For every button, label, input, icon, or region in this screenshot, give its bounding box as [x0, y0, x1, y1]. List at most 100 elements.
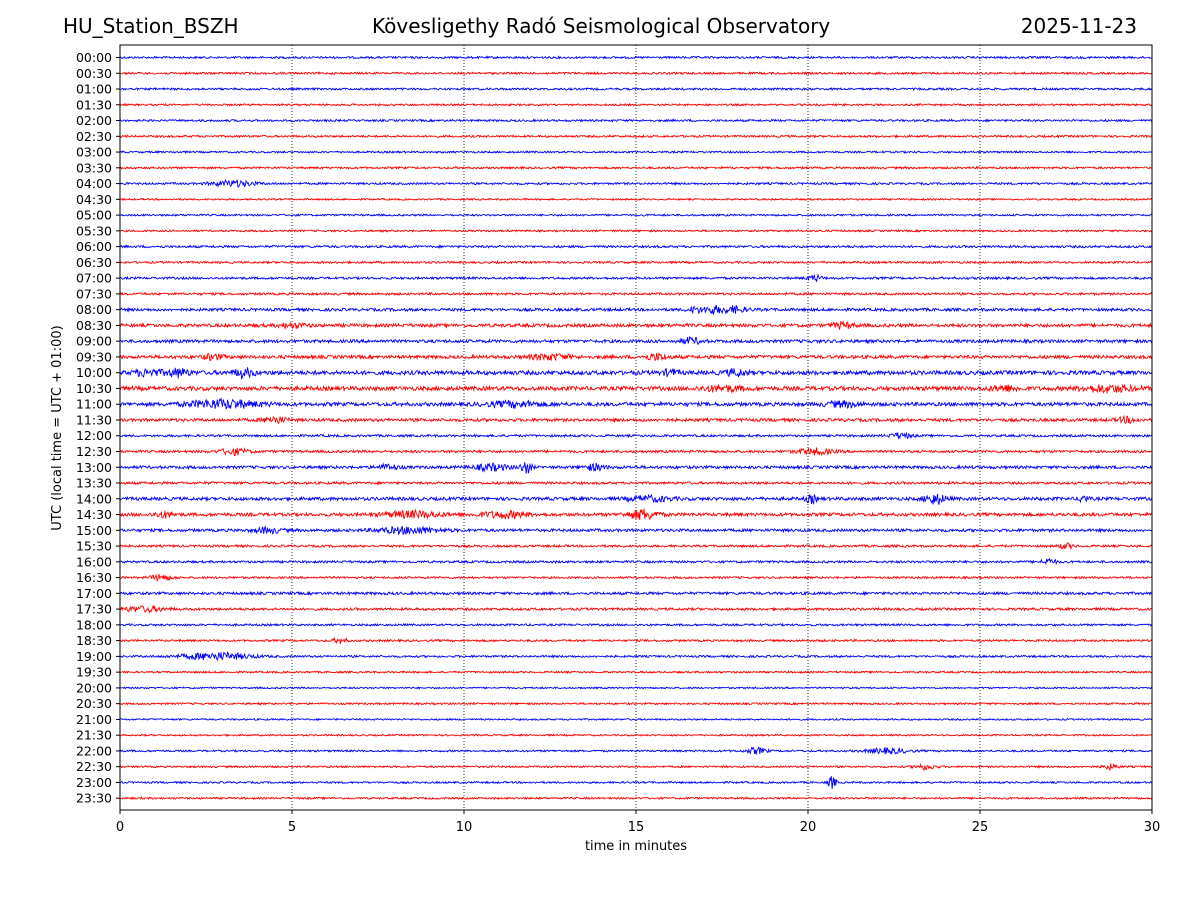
- trace-15:00: [119, 524, 1153, 536]
- trace-19:00: [119, 650, 1153, 662]
- y-tick-label: 05:30: [76, 223, 112, 238]
- trace-02:30: [119, 133, 1153, 139]
- trace-03:00: [119, 150, 1153, 155]
- trace-07:30: [119, 291, 1153, 297]
- trace-08:00: [119, 304, 1153, 316]
- trace-18:00: [119, 622, 1153, 628]
- trace-01:30: [119, 102, 1153, 107]
- y-tick-label: 08:00: [76, 302, 112, 317]
- trace-05:00: [119, 213, 1153, 218]
- y-axis-label: UTC (local time = UTC + 01:00): [50, 325, 65, 530]
- trace-20:30: [119, 701, 1153, 706]
- y-tick-label: 15:00: [76, 523, 112, 538]
- trace-00:30: [119, 71, 1153, 76]
- y-tick-label: 14:30: [76, 507, 112, 522]
- trace-06:30: [119, 260, 1153, 265]
- trace-22:00: [119, 746, 1153, 755]
- y-tick-label: 17:00: [76, 586, 112, 601]
- y-tick-label: 13:00: [76, 460, 112, 475]
- trace-02:00: [119, 118, 1153, 123]
- y-tick-label: 00:00: [76, 50, 112, 65]
- y-tick-label: 13:30: [76, 476, 112, 491]
- y-tick-label: 22:30: [76, 759, 112, 774]
- trace-23:00: [119, 776, 1153, 789]
- trace-10:30: [119, 383, 1153, 394]
- vertical-gridlines: [291, 45, 981, 810]
- y-tick-label: 03:00: [76, 145, 112, 160]
- x-tick-label-30: 30: [1144, 820, 1161, 835]
- y-tick-label: 03:30: [76, 160, 112, 175]
- trace-13:30: [119, 480, 1153, 486]
- y-tick-label: 04:00: [76, 176, 112, 191]
- y-tick-label: 00:30: [76, 66, 112, 81]
- y-tick-label: 01:30: [76, 97, 112, 112]
- y-tick-label: 18:30: [76, 633, 112, 648]
- y-tick-label: 07:30: [76, 286, 112, 301]
- y-tick-label: 12:30: [76, 444, 112, 459]
- y-tick-label: 08:30: [76, 318, 112, 333]
- trace-15:30: [119, 542, 1153, 550]
- y-tick-label: 07:00: [76, 271, 112, 286]
- trace-14:30: [119, 508, 1153, 520]
- trace-17:00: [119, 590, 1153, 597]
- chart-title: Kövesligethy Radó Seismological Observat…: [372, 14, 831, 38]
- x-axis: 0 5 10 15 20 25 30: [116, 810, 1160, 835]
- y-tick-label: 06:00: [76, 239, 112, 254]
- trace-11:30: [119, 414, 1153, 425]
- y-tick-label: 01:00: [76, 82, 112, 97]
- y-tick-label: 11:30: [76, 412, 112, 427]
- trace-18:30: [119, 636, 1153, 645]
- trace-21:30: [119, 733, 1153, 737]
- y-tick-label: 20:30: [76, 696, 112, 711]
- trace-06:00: [119, 244, 1153, 250]
- trace-09:00: [119, 335, 1153, 345]
- trace-12:00: [119, 431, 1153, 440]
- y-tick-label: 23:30: [76, 791, 112, 806]
- y-tick-label: 20:00: [76, 680, 112, 695]
- trace-13:00: [120, 461, 1153, 474]
- trace-21:00: [119, 717, 1153, 722]
- x-tick-label-20: 20: [800, 820, 817, 835]
- trace-20:00: [120, 686, 1153, 690]
- trace-23:30: [119, 796, 1153, 801]
- x-tick-label-10: 10: [456, 820, 473, 835]
- x-axis-label: time in minutes: [585, 839, 687, 854]
- chart-date: 2025-11-23: [1020, 14, 1137, 38]
- trace-12:30: [119, 447, 1153, 457]
- trace-04:30: [119, 197, 1153, 202]
- y-tick-label: 09:30: [76, 349, 112, 364]
- y-tick-label: 19:30: [76, 665, 112, 680]
- y-tick-label: 17:30: [76, 602, 112, 617]
- trace-19:30: [119, 670, 1153, 675]
- y-tick-label: 10:00: [76, 365, 112, 380]
- trace-11:00: [119, 396, 1153, 410]
- trace-09:30: [119, 351, 1153, 362]
- y-tick-label: 19:00: [76, 649, 112, 664]
- y-tick-label: 10:30: [76, 381, 112, 396]
- trace-00:00: [119, 55, 1153, 60]
- trace-17:30: [119, 604, 1153, 614]
- y-tick-label: 16:30: [76, 570, 112, 585]
- trace-01:00: [119, 86, 1153, 92]
- station-name: HU_Station_BSZH: [63, 14, 239, 38]
- y-tick-label: 21:00: [76, 712, 112, 727]
- trace-03:30: [119, 165, 1153, 171]
- trace-04:00: [119, 178, 1153, 188]
- y-tick-label: 18:00: [76, 617, 112, 632]
- x-tick-label-25: 25: [972, 820, 989, 835]
- y-tick-label: 21:30: [76, 728, 112, 743]
- y-tick-label: 14:00: [76, 491, 112, 506]
- y-tick-label: 12:00: [76, 428, 112, 443]
- y-tick-label: 02:00: [76, 113, 112, 128]
- trace-22:30: [119, 762, 1153, 772]
- y-tick-label: 16:00: [76, 554, 112, 569]
- y-tick-label: 05:00: [76, 208, 112, 223]
- x-tick-label-15: 15: [628, 820, 645, 835]
- y-tick-label: 15:30: [76, 539, 112, 554]
- y-axis: 00:0000:3001:0001:3002:0002:3003:0003:30…: [76, 50, 120, 806]
- y-tick-label: 11:00: [76, 397, 112, 412]
- x-tick-label-5: 5: [288, 820, 296, 835]
- trace-07:00: [119, 273, 1153, 282]
- trace-16:00: [119, 557, 1153, 566]
